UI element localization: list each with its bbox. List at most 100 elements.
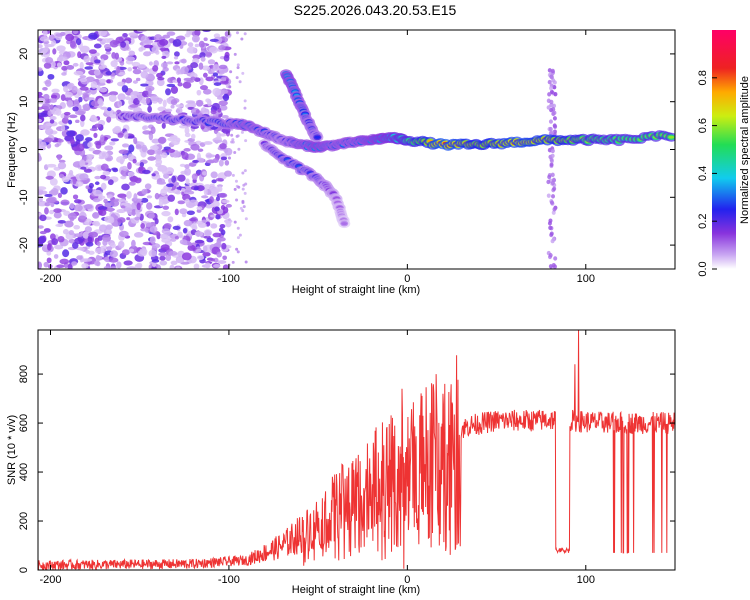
noise-blob xyxy=(235,31,239,35)
noise-blob xyxy=(49,119,55,124)
noise-blob xyxy=(99,209,107,216)
noise-blob xyxy=(38,97,46,105)
noise-blob xyxy=(112,168,119,173)
noise-blob xyxy=(68,169,74,176)
noise-blob xyxy=(103,198,108,204)
noise-blob xyxy=(215,196,220,202)
noise-blob xyxy=(66,83,74,89)
noise-blob xyxy=(39,230,47,235)
noise-blob xyxy=(233,52,237,56)
noise-blob xyxy=(201,171,208,176)
noise-blob xyxy=(100,163,109,171)
noise-blob xyxy=(221,242,227,250)
noise-blob xyxy=(241,187,245,191)
noise-blob xyxy=(126,266,137,269)
noise-blob xyxy=(204,230,211,237)
noise-blob xyxy=(38,235,47,244)
noise-blob xyxy=(184,168,191,176)
y-tick-label: 800 xyxy=(18,365,30,383)
noise-blob xyxy=(84,226,92,233)
noise-blob xyxy=(177,200,186,205)
noise-blob xyxy=(42,86,48,91)
noise-blob xyxy=(214,206,220,212)
noise-blob xyxy=(64,91,73,98)
noise-blob xyxy=(175,104,185,108)
noise-blob xyxy=(184,132,191,138)
noise-blob xyxy=(120,175,127,180)
noise-blob xyxy=(102,38,112,44)
noise-blob xyxy=(77,88,83,96)
noise-blob xyxy=(56,62,62,68)
noise-blob xyxy=(128,248,135,253)
noise-blob xyxy=(63,111,71,116)
noise-blob xyxy=(212,64,220,72)
spectrogram-marks xyxy=(38,30,675,269)
noise-blob xyxy=(182,227,188,234)
ridge-core xyxy=(314,135,321,139)
broadband-blob xyxy=(553,256,558,261)
noise-blob xyxy=(162,34,171,39)
noise-blob xyxy=(96,38,103,42)
x-tick-label: -200 xyxy=(39,574,61,586)
noise-blob xyxy=(117,81,126,87)
broadband-blob xyxy=(547,221,552,226)
noise-blob xyxy=(212,87,222,96)
noise-blob xyxy=(74,237,84,245)
noise-blob xyxy=(56,45,66,52)
snr-series-line xyxy=(38,330,675,570)
noise-blob xyxy=(181,252,192,261)
noise-blob xyxy=(80,114,86,122)
noise-blob xyxy=(92,198,101,203)
noise-blob xyxy=(205,159,216,164)
noise-blob xyxy=(191,35,200,43)
noise-blob xyxy=(39,36,50,42)
spectrogram-x-ticks: -200 -100 0 100 xyxy=(39,30,595,285)
noise-blob xyxy=(108,94,117,102)
noise-blob xyxy=(105,224,113,230)
noise-blob xyxy=(145,97,151,104)
noise-blob xyxy=(183,219,193,227)
noise-blob xyxy=(137,250,147,257)
noise-blob xyxy=(190,133,196,140)
noise-blob xyxy=(110,138,119,142)
broadband-blob xyxy=(547,147,552,153)
noise-blob xyxy=(54,143,60,148)
noise-blob xyxy=(119,60,125,66)
noise-blob xyxy=(133,137,138,145)
noise-blob xyxy=(166,61,174,65)
noise-blob xyxy=(186,46,197,54)
broadband-blob xyxy=(549,86,554,91)
noise-blob xyxy=(142,130,152,135)
noise-blob xyxy=(98,30,108,37)
noise-blob xyxy=(212,232,222,238)
noise-blob xyxy=(119,230,129,238)
noise-blob xyxy=(108,114,118,119)
noise-blob xyxy=(64,220,74,228)
noise-blob xyxy=(109,39,119,48)
noise-blob xyxy=(236,250,240,254)
broadband-blob xyxy=(550,238,555,244)
x-tick-label: 100 xyxy=(577,273,595,285)
noise-blob xyxy=(200,56,206,62)
noise-blob xyxy=(154,218,159,225)
noise-blob xyxy=(244,260,248,264)
noise-blob xyxy=(163,230,172,236)
noise-blob xyxy=(51,238,59,246)
noise-blob xyxy=(112,127,122,133)
noise-blob xyxy=(73,204,83,212)
noise-blob xyxy=(127,162,132,170)
noise-blob xyxy=(106,79,111,84)
noise-blob xyxy=(118,240,125,249)
noise-blob xyxy=(164,167,175,175)
broadband-blob xyxy=(546,105,551,110)
noise-blob xyxy=(196,89,202,96)
noise-blob xyxy=(202,88,212,95)
noise-blob xyxy=(44,207,49,215)
noise-blob xyxy=(46,257,52,264)
noise-blob xyxy=(218,192,228,198)
noise-blob xyxy=(235,247,239,251)
noise-blob xyxy=(85,250,90,254)
noise-blob xyxy=(231,138,235,142)
noise-blob xyxy=(191,173,198,181)
noise-blob xyxy=(75,38,82,46)
